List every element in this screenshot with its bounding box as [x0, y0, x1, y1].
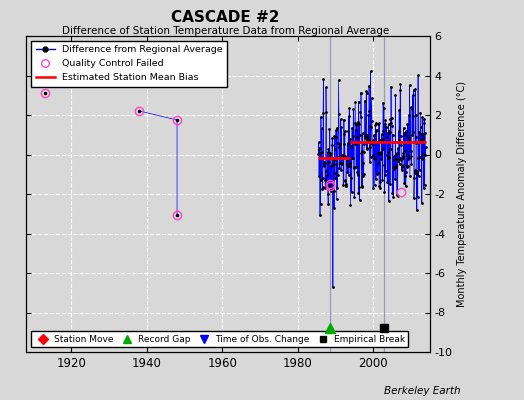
Text: Difference of Station Temperature Data from Regional Average: Difference of Station Temperature Data f…	[62, 26, 389, 36]
Text: CASCADE #2: CASCADE #2	[171, 10, 280, 25]
Text: Berkeley Earth: Berkeley Earth	[385, 386, 461, 396]
Y-axis label: Monthly Temperature Anomaly Difference (°C): Monthly Temperature Anomaly Difference (…	[457, 81, 467, 307]
Legend: Station Move, Record Gap, Time of Obs. Change, Empirical Break: Station Move, Record Gap, Time of Obs. C…	[31, 331, 408, 348]
